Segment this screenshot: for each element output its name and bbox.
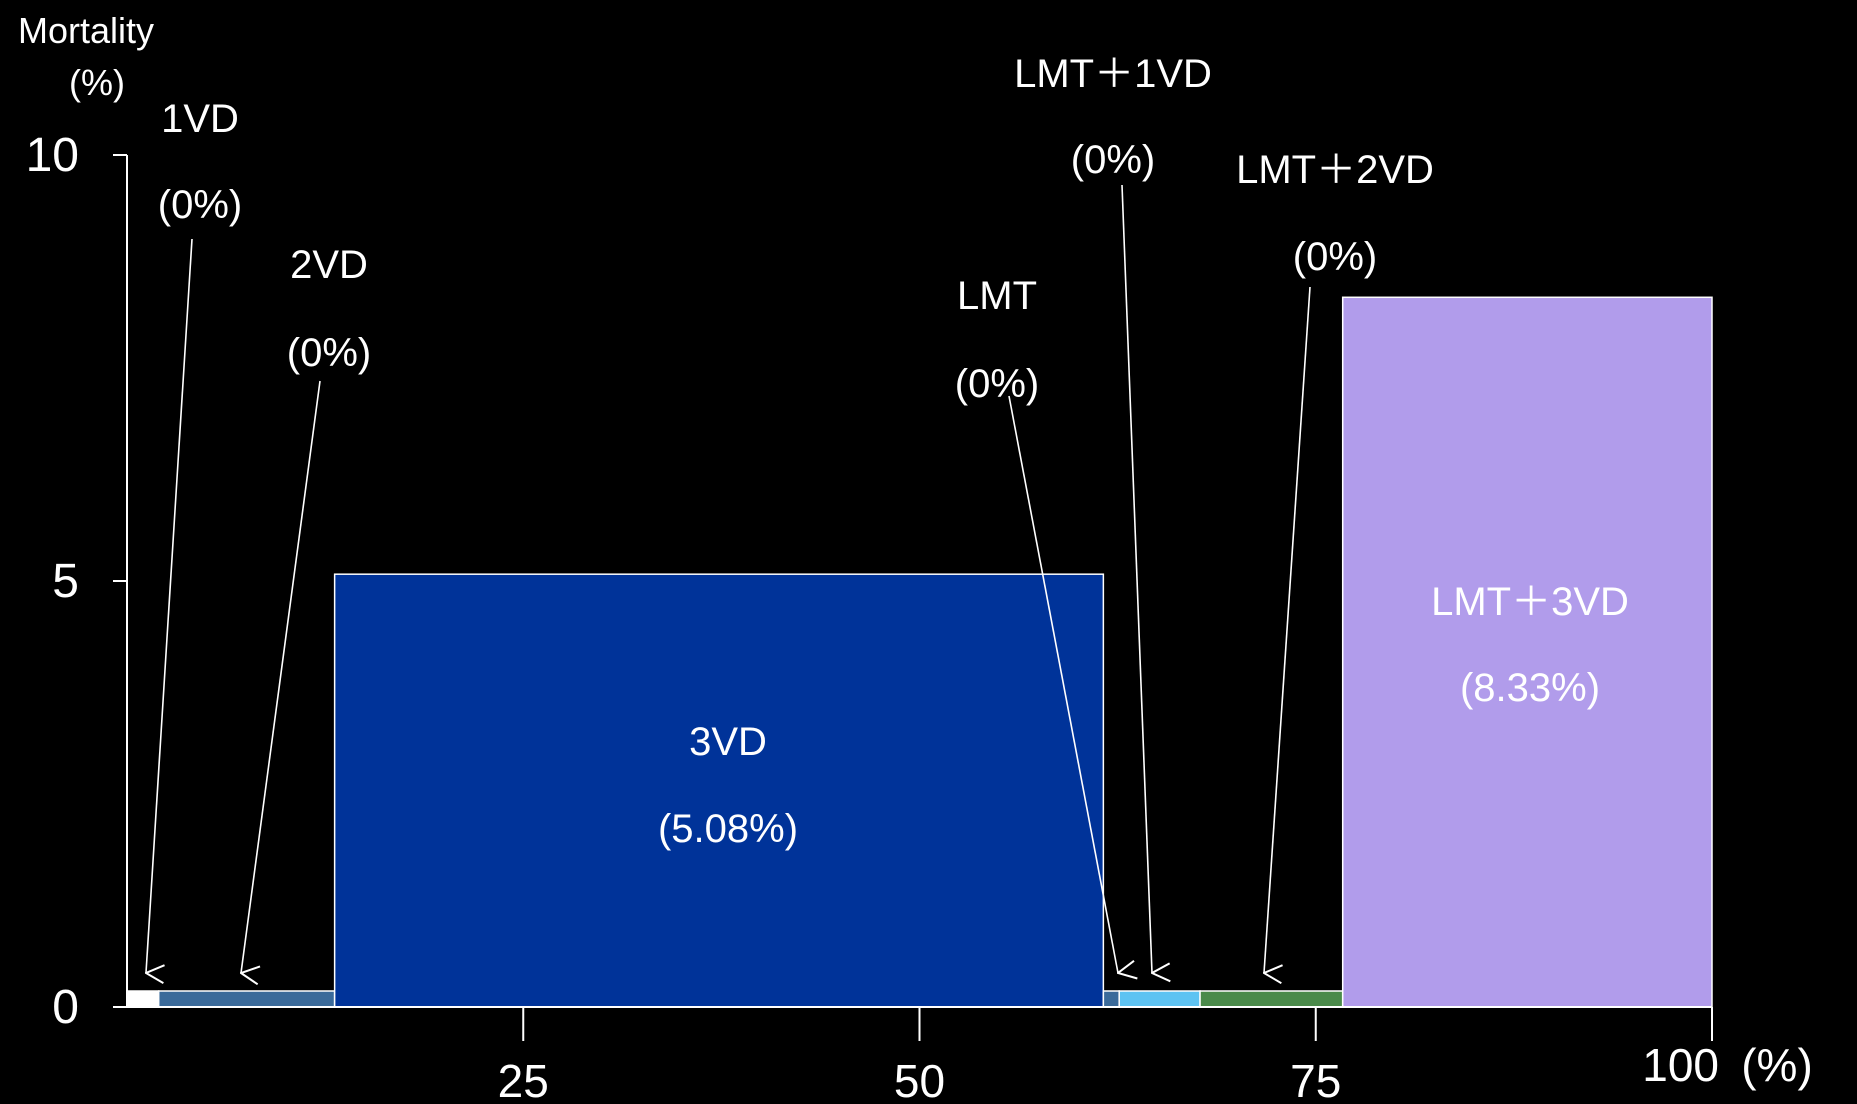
- segment-name: 1VD: [161, 97, 239, 141]
- bar-2: [333, 573, 1105, 1008]
- label-lmt-3vd: LMT＋3VD (8.33%): [1431, 580, 1629, 710]
- label-lmt: LMT (0%): [955, 274, 1039, 406]
- arrow-4: [1121, 184, 1152, 973]
- segment-name: LMT＋1VD: [1014, 52, 1212, 96]
- segment-value: (0%): [158, 183, 242, 227]
- bar-6: [1341, 296, 1713, 1008]
- bar-0: [126, 990, 160, 1008]
- segment-value: (0%): [1071, 138, 1155, 182]
- segment-name: LMT＋3VD: [1431, 580, 1629, 624]
- y-tick-label: 0: [52, 981, 79, 1034]
- bars-group: [126, 296, 1713, 1008]
- segment-value: (0%): [955, 362, 1039, 406]
- label-lmt-1vd: LMT＋1VD (0%): [1014, 52, 1212, 182]
- segment-value: (0%): [287, 331, 371, 375]
- x-tick-label: 50: [894, 1055, 945, 1104]
- bar-1: [157, 990, 336, 1008]
- segment-value: (5.08%): [658, 807, 798, 851]
- bar-5: [1199, 990, 1344, 1008]
- bar-3: [1102, 990, 1120, 1008]
- segment-name: 2VD: [290, 243, 368, 287]
- y-axis-label-line2: (%): [69, 62, 125, 103]
- segment-value: (8.33%): [1460, 666, 1600, 710]
- segment-name: LMT＋2VD: [1236, 148, 1434, 192]
- ticks: 0 5 10 25 50 75 100: [26, 129, 1719, 1104]
- label-lmt-2vd: LMT＋2VD (0%): [1236, 148, 1434, 279]
- arrow-5: [1264, 286, 1311, 973]
- segment-name: 3VD: [689, 720, 767, 764]
- label-1vd: 1VD (0%): [158, 97, 242, 227]
- segment-name: LMT: [957, 274, 1037, 318]
- x-axis-unit-label: (%): [1741, 1039, 1813, 1091]
- y-tick-label: 5: [52, 555, 79, 608]
- arrow-1: [241, 380, 321, 973]
- label-3vd: 3VD (5.08%): [658, 720, 798, 851]
- x-tick-label: 25: [498, 1055, 549, 1104]
- pointer-arrows: [146, 184, 1311, 973]
- y-axis-label-line1: Mortality: [18, 10, 154, 51]
- x-tick-label: 100: [1642, 1039, 1719, 1091]
- x-tick-label: 75: [1290, 1055, 1341, 1104]
- label-2vd: 2VD (0%): [287, 243, 371, 375]
- arrow-0: [146, 238, 193, 973]
- bar-4: [1118, 990, 1201, 1008]
- y-tick-label: 10: [26, 129, 79, 182]
- arrow-3: [1008, 395, 1118, 973]
- segment-value: (0%): [1293, 235, 1377, 279]
